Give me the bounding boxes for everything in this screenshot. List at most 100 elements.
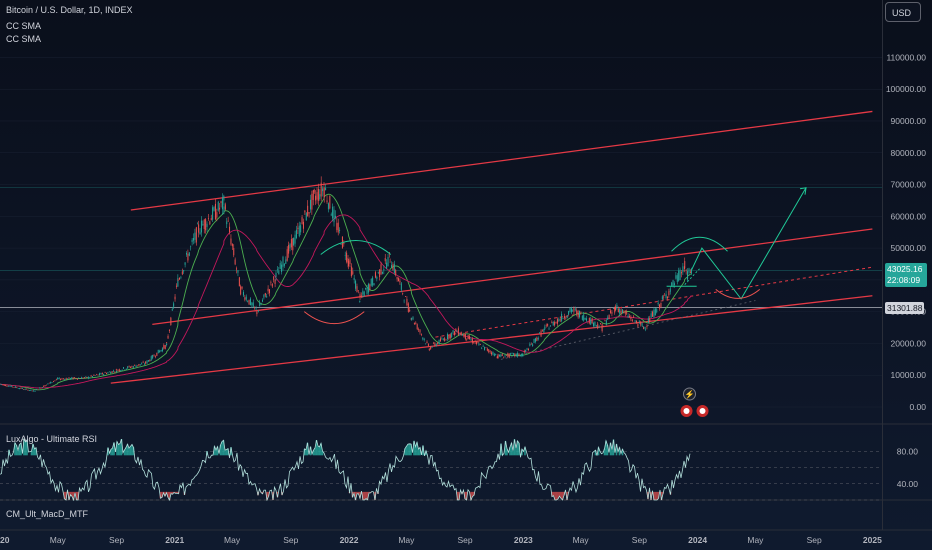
time-tick-label: May xyxy=(747,535,764,545)
candle-body xyxy=(86,376,88,378)
candle-body xyxy=(236,268,238,270)
candle-body xyxy=(623,310,625,313)
candle-body xyxy=(406,299,408,306)
candle-body xyxy=(281,264,283,272)
candle-body xyxy=(118,369,120,371)
candle-body xyxy=(316,192,318,200)
candle-body xyxy=(37,389,39,391)
candle-body xyxy=(210,218,212,221)
candle-body xyxy=(288,245,290,254)
candle-body xyxy=(85,376,87,378)
candle-body xyxy=(110,371,112,374)
candle-body xyxy=(282,256,284,267)
candle-body xyxy=(377,272,379,273)
study-legend-1[interactable]: CC SMA xyxy=(6,21,42,31)
candle-body xyxy=(312,190,314,200)
candle-body xyxy=(72,377,74,380)
candle-body xyxy=(174,296,176,300)
candle-body xyxy=(325,187,327,191)
candle-body xyxy=(555,322,557,323)
candle-body xyxy=(55,379,57,380)
candle-body xyxy=(430,346,432,350)
candle-body xyxy=(573,308,575,312)
candle-body xyxy=(381,271,383,274)
candle-body xyxy=(541,330,543,331)
candle-body xyxy=(376,276,378,279)
candle-body xyxy=(206,223,208,227)
candle-body xyxy=(97,374,99,376)
countdown: 22:08:09 xyxy=(887,275,921,285)
candle-body xyxy=(339,229,341,231)
candle-body xyxy=(26,388,28,390)
time-tick-label: May xyxy=(573,535,590,545)
candle-body xyxy=(217,201,219,211)
sma-slow-line xyxy=(0,214,692,389)
candle-body xyxy=(326,200,328,203)
candle-body xyxy=(634,320,636,322)
candle-body xyxy=(254,306,256,308)
candle-body xyxy=(99,373,101,376)
candle-body xyxy=(505,355,507,356)
candle-body xyxy=(514,353,516,357)
candle-body xyxy=(395,270,397,276)
candle-body xyxy=(58,377,60,379)
candle-body xyxy=(359,300,361,302)
candle-body xyxy=(661,296,663,300)
study-legend-2[interactable]: CC SMA xyxy=(6,34,42,44)
candle-body xyxy=(558,319,560,322)
projection-bottom-arc xyxy=(715,289,761,299)
candle-body xyxy=(50,381,52,384)
candle-body xyxy=(652,311,654,317)
candle-body xyxy=(5,384,7,386)
candle-body xyxy=(241,286,243,289)
candle-body xyxy=(48,382,50,384)
candle-body xyxy=(184,262,186,265)
candle-body xyxy=(411,318,413,319)
candle-body xyxy=(523,350,525,353)
candle-body xyxy=(317,188,319,201)
candle-body xyxy=(96,374,98,376)
candle-body xyxy=(30,389,32,391)
candle-body xyxy=(352,271,354,275)
rsi-title[interactable]: LuxAlgo - Ultimate RSI xyxy=(6,434,98,444)
candle-body xyxy=(0,384,2,385)
candle-body xyxy=(566,316,568,318)
macd-title[interactable]: CM_Ult_MacD_MTF xyxy=(6,509,89,519)
candle-body xyxy=(418,329,420,330)
candle-body xyxy=(496,357,498,358)
candle-body xyxy=(604,320,606,321)
candle-body xyxy=(131,366,133,367)
currency-button[interactable]: USD xyxy=(885,2,921,22)
candle-body xyxy=(611,312,613,314)
candle-body xyxy=(107,372,109,374)
candle-body xyxy=(120,370,122,372)
candle-body xyxy=(620,310,622,314)
candle-body xyxy=(510,353,512,355)
candle-body xyxy=(391,265,393,268)
time-tick-label: Sep xyxy=(632,535,647,545)
candle-body xyxy=(380,264,382,275)
candle-body xyxy=(597,323,599,329)
candle-body xyxy=(304,210,306,213)
candle-body xyxy=(147,360,149,362)
candle-body xyxy=(526,348,528,350)
candle-body xyxy=(549,325,551,327)
candle-body xyxy=(104,372,106,373)
candle-body xyxy=(588,318,590,323)
candle-body xyxy=(261,299,263,302)
candle-body xyxy=(179,278,181,280)
candle-body xyxy=(659,304,661,309)
candle-body xyxy=(581,315,583,320)
candle-body xyxy=(649,318,651,322)
candle-body xyxy=(270,281,272,283)
candle-body xyxy=(190,246,192,248)
candle-body xyxy=(518,353,520,356)
candle-body xyxy=(83,377,85,378)
candle-body xyxy=(60,379,62,380)
candle-body xyxy=(548,328,550,330)
price-tick-label: 80000.00 xyxy=(891,148,927,158)
candle-body xyxy=(641,323,643,327)
candle-body xyxy=(666,296,668,299)
candle-body xyxy=(356,286,358,293)
